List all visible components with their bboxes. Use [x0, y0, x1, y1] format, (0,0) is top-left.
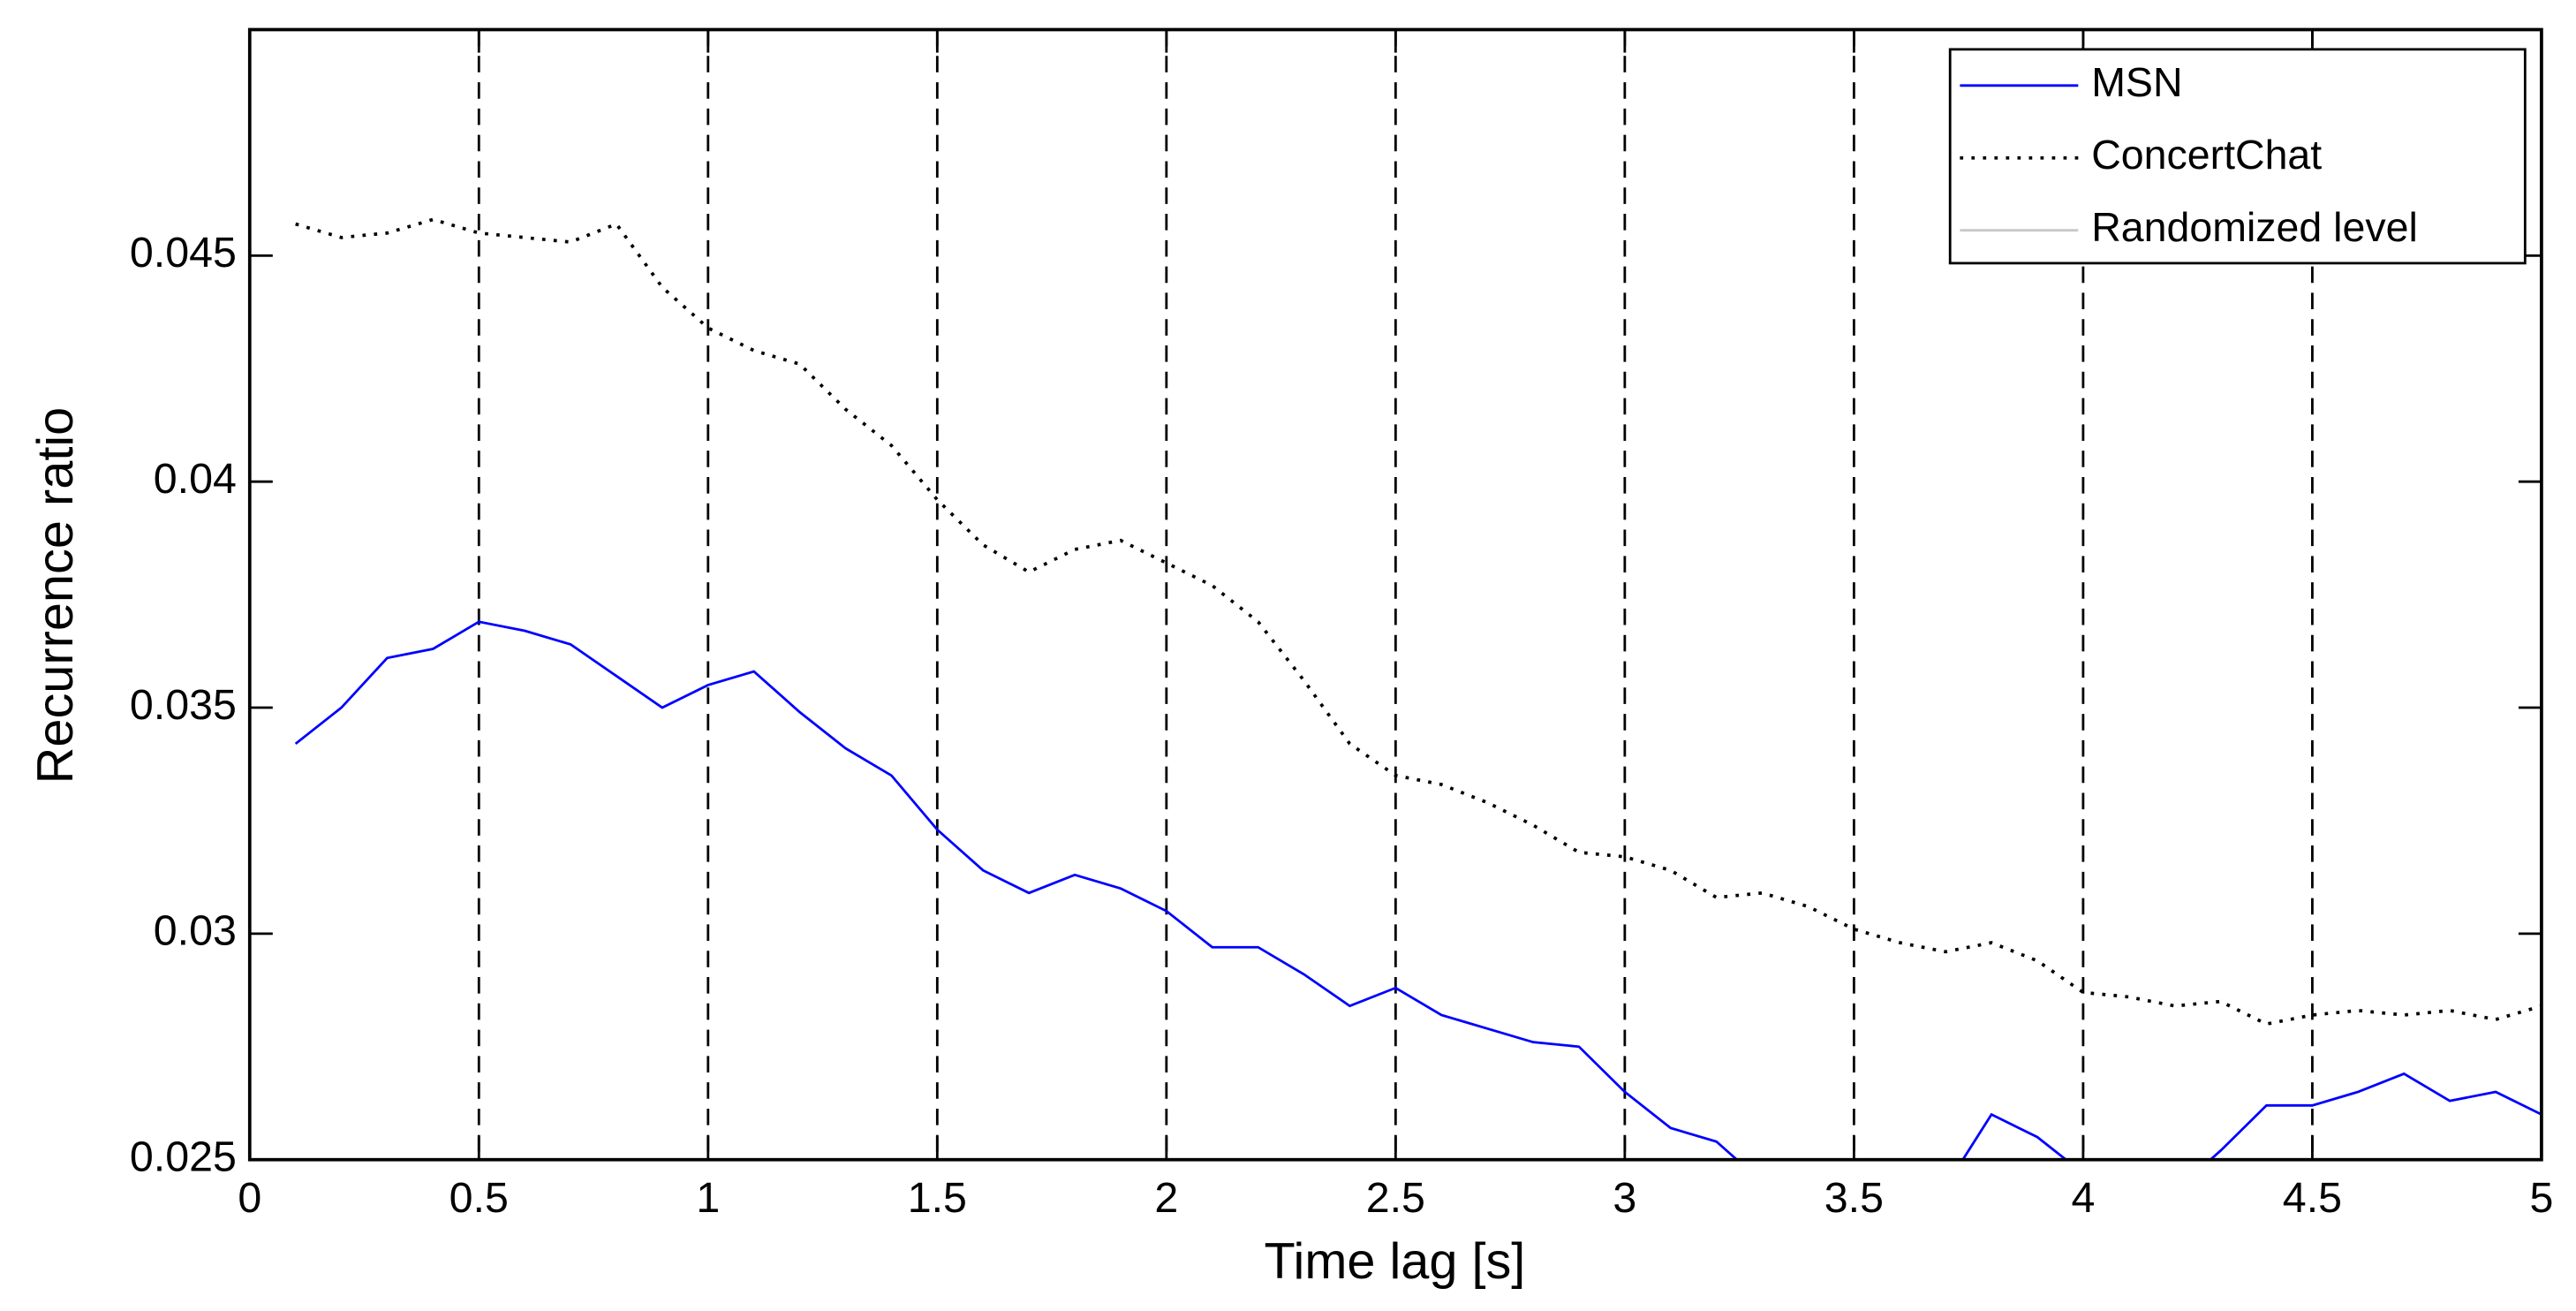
plot-area	[294, 217, 2542, 1160]
legend-label: MSN	[2091, 59, 2182, 105]
line-series	[295, 217, 2542, 1027]
legend-label: Randomized level	[2091, 204, 2418, 250]
y-tick-label: 0.04	[154, 455, 237, 503]
y-tick-label: 0.035	[130, 681, 237, 729]
line-series	[294, 620, 2542, 1160]
x-tick-label: 0.5	[449, 1174, 509, 1222]
x-tick-label: 2	[1154, 1174, 1178, 1222]
plot-frame	[247, 27, 2543, 1162]
x-tick-label: 0	[238, 1174, 261, 1222]
x-tick-label: 3.5	[1824, 1174, 1884, 1222]
x-tick-label: 1.5	[908, 1174, 967, 1222]
y-tick-label: 0.045	[130, 229, 237, 277]
x-tick-label: 4.5	[2283, 1174, 2342, 1222]
x-axis-label: Time lag [s]	[1264, 1233, 1525, 1290]
y-axis-label: Recurrence ratio	[27, 407, 84, 784]
x-tick-label: 1	[696, 1174, 720, 1222]
x-tick-label: 4	[2071, 1174, 2095, 1222]
x-tick-label: 2.5	[1366, 1174, 1425, 1222]
y-tick-label: 0.025	[130, 1133, 237, 1180]
x-tick-label: 5	[2529, 1174, 2553, 1222]
y-tick-label: 0.03	[154, 907, 237, 955]
legend-label: ConcertChat	[2091, 132, 2322, 178]
x-tick-label: 3	[1613, 1174, 1636, 1222]
